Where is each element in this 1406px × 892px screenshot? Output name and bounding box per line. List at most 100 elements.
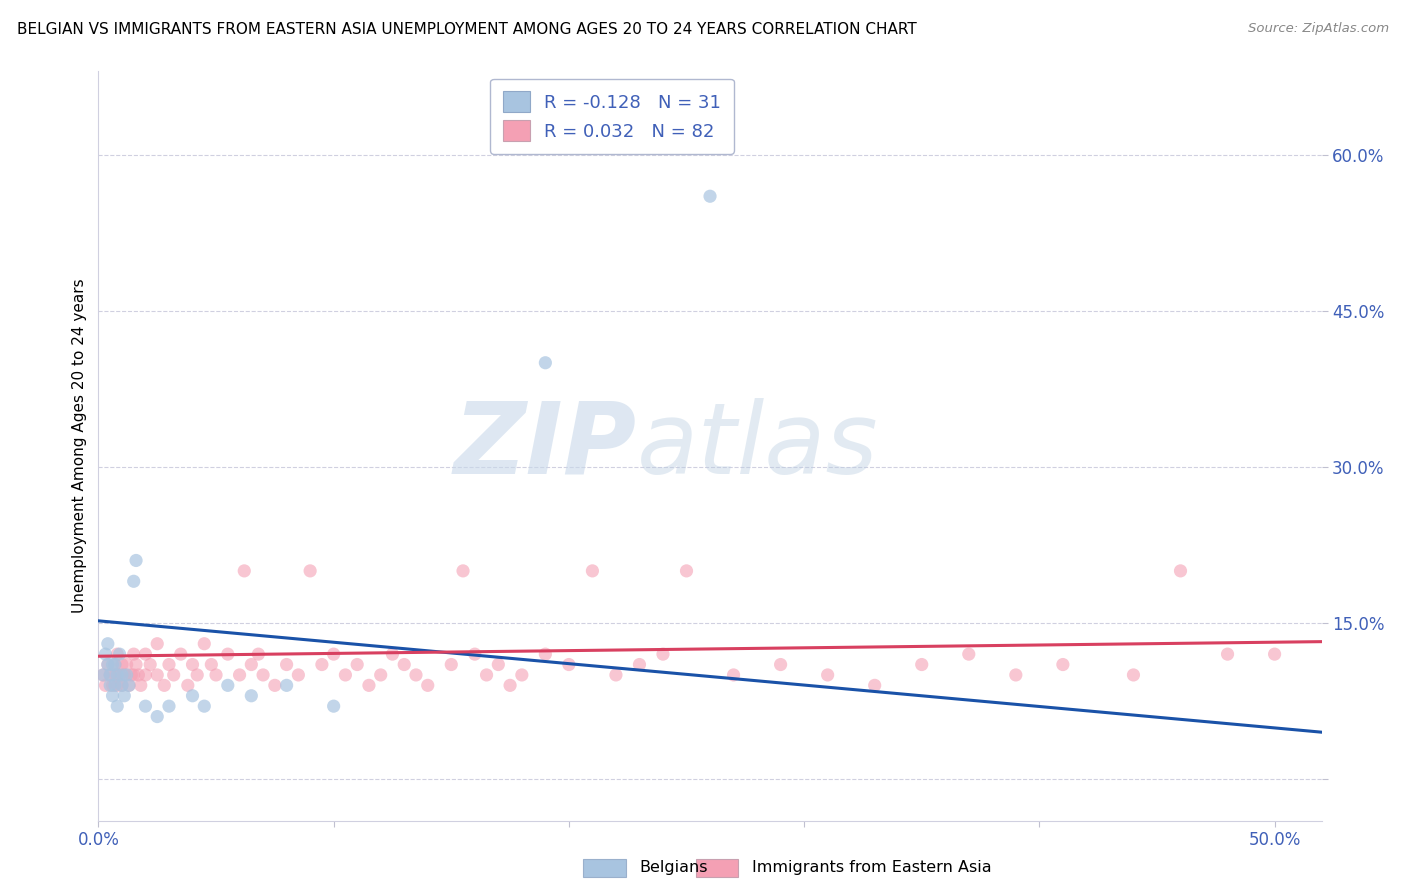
Point bbox=[139, 657, 162, 672]
Point bbox=[146, 668, 169, 682]
Y-axis label: Unemployment Among Ages 20 to 24 years: Unemployment Among Ages 20 to 24 years bbox=[72, 278, 87, 614]
Point bbox=[101, 657, 124, 672]
Text: Immigrants from Eastern Asia: Immigrants from Eastern Asia bbox=[752, 860, 991, 874]
Point bbox=[381, 647, 404, 661]
Point bbox=[228, 668, 250, 682]
Point bbox=[628, 657, 651, 672]
Point bbox=[97, 657, 120, 672]
Point bbox=[125, 553, 148, 567]
Point bbox=[1052, 657, 1074, 672]
Point bbox=[125, 657, 148, 672]
Point bbox=[111, 678, 134, 692]
Point bbox=[581, 564, 603, 578]
Legend: R = -0.128   N = 31, R = 0.032   N = 82: R = -0.128 N = 31, R = 0.032 N = 82 bbox=[491, 78, 734, 154]
Point bbox=[534, 356, 557, 370]
Point bbox=[181, 689, 204, 703]
Point bbox=[240, 657, 263, 672]
Text: Source: ZipAtlas.com: Source: ZipAtlas.com bbox=[1249, 22, 1389, 36]
Point bbox=[299, 564, 322, 578]
Point bbox=[863, 678, 886, 692]
Point bbox=[118, 678, 141, 692]
Point bbox=[440, 657, 463, 672]
Point bbox=[105, 699, 128, 714]
Point bbox=[322, 699, 344, 714]
Point bbox=[94, 678, 117, 692]
Point bbox=[157, 657, 180, 672]
Point bbox=[163, 668, 186, 682]
Point bbox=[105, 678, 128, 692]
Point bbox=[98, 678, 121, 692]
Point bbox=[499, 678, 522, 692]
Point bbox=[122, 574, 145, 589]
Point bbox=[1122, 668, 1144, 682]
Point bbox=[134, 699, 156, 714]
Point bbox=[957, 647, 980, 661]
Point bbox=[416, 678, 439, 692]
Point bbox=[177, 678, 200, 692]
Point bbox=[146, 637, 169, 651]
Point bbox=[817, 668, 839, 682]
Text: BELGIAN VS IMMIGRANTS FROM EASTERN ASIA UNEMPLOYMENT AMONG AGES 20 TO 24 YEARS C: BELGIAN VS IMMIGRANTS FROM EASTERN ASIA … bbox=[17, 22, 917, 37]
Point bbox=[115, 657, 138, 672]
Point bbox=[276, 657, 298, 672]
Point bbox=[534, 647, 557, 661]
Point bbox=[652, 647, 675, 661]
Point bbox=[118, 678, 141, 692]
Point bbox=[475, 668, 498, 682]
Point bbox=[153, 678, 176, 692]
Point bbox=[104, 657, 127, 672]
Point bbox=[276, 678, 298, 692]
Point bbox=[335, 668, 357, 682]
Point bbox=[200, 657, 222, 672]
Point bbox=[911, 657, 934, 672]
Point bbox=[112, 689, 135, 703]
Point bbox=[91, 668, 114, 682]
Point bbox=[122, 647, 145, 661]
Point bbox=[1264, 647, 1286, 661]
Point bbox=[105, 647, 128, 661]
Point bbox=[193, 637, 215, 651]
Text: Belgians: Belgians bbox=[640, 860, 709, 874]
Text: ZIP: ZIP bbox=[454, 398, 637, 494]
Point bbox=[357, 678, 380, 692]
Point bbox=[97, 657, 120, 672]
Point bbox=[186, 668, 208, 682]
Point bbox=[605, 668, 627, 682]
Point bbox=[170, 647, 193, 661]
Point bbox=[98, 668, 121, 682]
Point bbox=[111, 668, 134, 682]
Point bbox=[240, 689, 263, 703]
Point bbox=[1170, 564, 1192, 578]
Point bbox=[104, 668, 127, 682]
Point bbox=[1216, 647, 1239, 661]
Point bbox=[97, 637, 120, 651]
Point bbox=[112, 668, 135, 682]
Point bbox=[101, 678, 124, 692]
Point bbox=[252, 668, 274, 682]
Point bbox=[1004, 668, 1026, 682]
Point bbox=[134, 668, 156, 682]
Point bbox=[510, 668, 533, 682]
Point bbox=[322, 647, 344, 661]
Point bbox=[105, 668, 128, 682]
Point bbox=[104, 678, 127, 692]
Point bbox=[464, 647, 486, 661]
Point bbox=[675, 564, 697, 578]
Point bbox=[311, 657, 333, 672]
Point bbox=[115, 668, 138, 682]
Point bbox=[146, 709, 169, 723]
Point bbox=[91, 668, 114, 682]
Point bbox=[108, 668, 131, 682]
Point bbox=[699, 189, 721, 203]
Point bbox=[405, 668, 427, 682]
Point bbox=[94, 647, 117, 661]
Point bbox=[723, 668, 745, 682]
Point bbox=[134, 647, 156, 661]
Point bbox=[157, 699, 180, 714]
Point bbox=[287, 668, 309, 682]
Text: atlas: atlas bbox=[637, 398, 879, 494]
Point bbox=[101, 689, 124, 703]
Point bbox=[263, 678, 285, 692]
Point bbox=[193, 699, 215, 714]
Point bbox=[217, 678, 239, 692]
